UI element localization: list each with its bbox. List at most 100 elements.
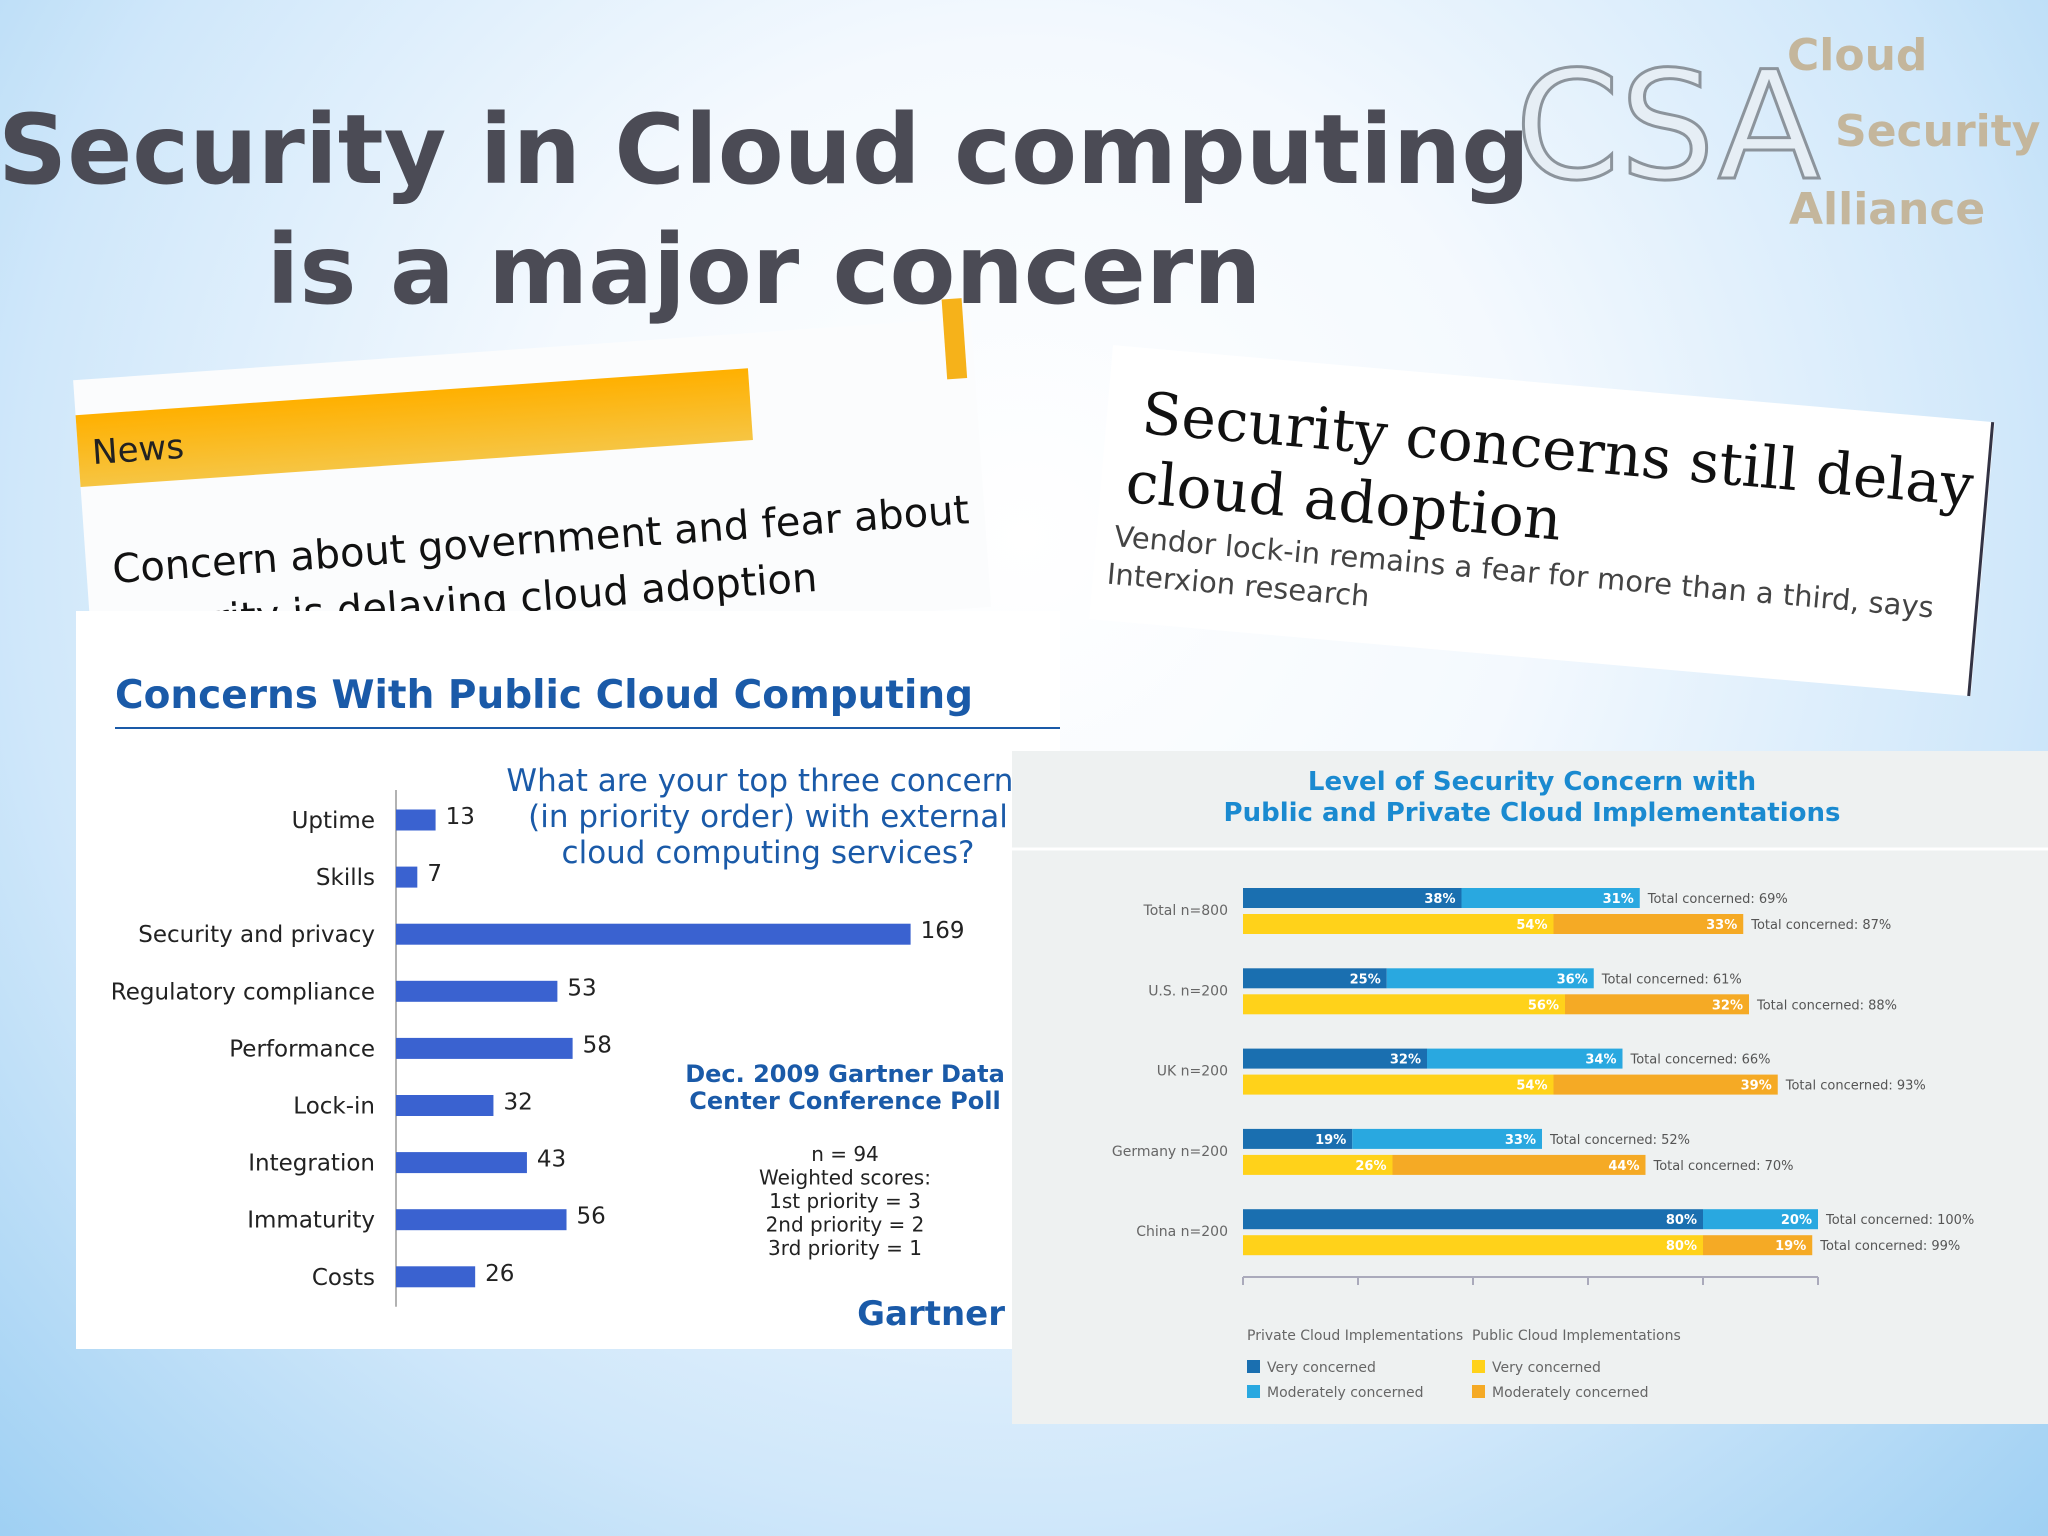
legend-swatch	[1247, 1360, 1260, 1373]
source-note: Center Conference Poll	[689, 1087, 1000, 1115]
category-label: Lock-in	[293, 1094, 375, 1120]
slide-title: Security in Cloud computing	[0, 94, 1530, 206]
bar-segment	[1352, 1128, 1542, 1149]
bar	[396, 1152, 527, 1174]
bar	[396, 923, 911, 945]
chart-title: Concerns With Public Cloud Computing	[115, 673, 973, 718]
value-label: 32	[503, 1090, 532, 1116]
value-label: 31%	[1603, 892, 1634, 907]
bar-segment	[1703, 1209, 1818, 1230]
poll-note: Weighted scores:	[759, 1166, 931, 1190]
question: What are your top three concerns	[506, 763, 1029, 799]
bar-segment	[1243, 888, 1462, 908]
news-band-edge	[941, 298, 968, 380]
poll-note: 1st priority = 3	[769, 1189, 921, 1213]
value-label: 34%	[1585, 1053, 1616, 1068]
question: cloud computing services?	[562, 835, 975, 871]
value-label: 39%	[1741, 1079, 1772, 1094]
source-note: Dec. 2009 Gartner Data	[685, 1060, 1005, 1088]
total-label: Total concerned: 69%	[1647, 892, 1788, 907]
bar	[396, 866, 418, 888]
legend-label: Moderately concerned	[1492, 1385, 1649, 1401]
bar	[396, 980, 558, 1002]
legend-swatch	[1472, 1385, 1485, 1398]
bar	[396, 1266, 476, 1288]
bar-segment	[1386, 968, 1594, 989]
clipping-edge	[1967, 421, 1995, 697]
news-band	[75, 368, 753, 488]
question: (in priority order) with external	[528, 799, 1008, 835]
value-label: 26	[485, 1261, 514, 1287]
news-label: News	[91, 427, 185, 473]
category-label: Performance	[229, 1036, 375, 1062]
value-label: 53	[567, 975, 596, 1001]
category-label: Uptime	[292, 808, 375, 834]
bar-segment	[1243, 1209, 1703, 1230]
bar-segment	[1461, 888, 1640, 908]
bar-segment	[1243, 1154, 1393, 1175]
value-label: 25%	[1350, 972, 1381, 987]
poll-note: n = 94	[811, 1142, 879, 1166]
category-label: Germany n=200	[1112, 1144, 1228, 1160]
category-label: Integration	[248, 1151, 375, 1177]
total-label: Total concerned: 87%	[1750, 918, 1891, 933]
category-label: U.S. n=200	[1148, 983, 1228, 999]
bar-segment	[1553, 914, 1744, 934]
poll-note: 2nd priority = 2	[766, 1213, 925, 1237]
total-label: Total concerned: 52%	[1549, 1133, 1690, 1148]
value-label: 169	[921, 918, 965, 944]
value-label: 13	[446, 804, 475, 830]
bar	[396, 1209, 567, 1231]
article-clipping: Security concerns still delay cloud adop…	[1089, 345, 1995, 697]
bar-segment	[1553, 1074, 1778, 1095]
bar	[396, 1095, 494, 1116]
value-label: 56%	[1528, 998, 1559, 1013]
logo-acronym: CSA	[1515, 40, 1820, 214]
legend-header: Private Cloud Implementations	[1247, 1328, 1463, 1344]
logo-word: Security	[1835, 106, 2040, 157]
chart-panel	[76, 611, 1060, 1349]
value-label: 33%	[1706, 918, 1737, 933]
bar-segment	[1392, 1154, 1646, 1175]
legend-header: Public Cloud Implementations	[1472, 1328, 1681, 1344]
category-label: Immaturity	[247, 1208, 375, 1234]
value-label: 56	[577, 1204, 606, 1230]
bar-segment	[1565, 994, 1749, 1015]
value-label: 32%	[1712, 998, 1743, 1013]
legend-swatch	[1247, 1385, 1260, 1398]
total-label: Total concerned: 66%	[1630, 1053, 1771, 1068]
category-label: Costs	[312, 1265, 375, 1291]
value-label: 19%	[1315, 1133, 1346, 1148]
value-label: 54%	[1516, 918, 1547, 933]
chart-title: Public and Private Cloud Implementations	[1224, 798, 1841, 828]
bar-segment	[1703, 1235, 1813, 1256]
category-label: UK n=200	[1157, 1064, 1228, 1080]
category-label: China n=200	[1136, 1224, 1228, 1240]
logo-word: Alliance	[1789, 184, 1985, 235]
total-label: Total concerned: 100%	[1825, 1213, 1974, 1228]
bar-segment	[1243, 1074, 1554, 1095]
logo-word: Cloud	[1787, 30, 1927, 81]
bar-segment	[1243, 968, 1387, 989]
value-label: 19%	[1775, 1239, 1806, 1254]
value-label: 36%	[1557, 972, 1588, 987]
clipping-panel	[1089, 345, 1995, 697]
total-label: Total concerned: 70%	[1653, 1159, 1794, 1174]
gartner-chart: Concerns With Public Cloud Computing Upt…	[76, 611, 1060, 1349]
bar-segment	[1243, 1048, 1427, 1069]
bar-segment	[1243, 914, 1554, 934]
value-label: 26%	[1355, 1159, 1386, 1174]
brand: Gartner	[857, 1294, 1005, 1334]
security-level-chart: Level of Security Concern with Public an…	[1012, 751, 2048, 1424]
bar	[396, 809, 436, 831]
bar-segment	[1243, 1235, 1703, 1256]
total-label: Total concerned: 88%	[1756, 998, 1897, 1013]
category-label: Skills	[316, 865, 375, 891]
value-label: 43	[537, 1147, 566, 1173]
category-label: Security and privacy	[138, 922, 375, 948]
value-label: 38%	[1424, 892, 1455, 907]
value-label: 7	[427, 861, 442, 887]
bar-segment	[1243, 1128, 1353, 1149]
bar	[396, 1037, 573, 1059]
